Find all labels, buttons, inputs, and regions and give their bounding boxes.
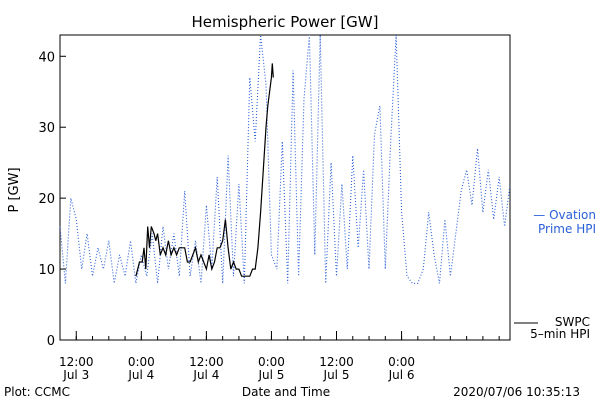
plot-timestamp: 2020/07/06 10:35:13 (453, 385, 580, 399)
x-tick-label-time: 0:00 (388, 355, 415, 369)
x-tick-label-time: 12:00 (59, 355, 94, 369)
series-line-ovation-prime-hpi (59, 34, 511, 284)
y-axis-label: P [GW] (7, 167, 22, 212)
y-tick-label: 20 (38, 192, 55, 207)
y-tick-label: 10 (38, 263, 55, 278)
legend-ovation-line2: Prime HPI (538, 222, 596, 236)
y-tick-label: 30 (38, 121, 55, 136)
y-tick-label: 40 (38, 50, 55, 65)
chart-title: Hemispheric Power [GW] (192, 13, 379, 31)
x-tick-label-date: Jul 3 (62, 368, 89, 382)
legend: — Ovation Prime HPI SWPC 5–min HPI (514, 208, 596, 341)
legend-swpc-line1: SWPC (555, 315, 590, 329)
legend-swpc-line2: 5–min HPI (530, 327, 590, 341)
plot-frame (59, 34, 511, 341)
x-tick-label-time: 12:00 (319, 355, 354, 369)
x-tick-label-date: Jul 5 (323, 368, 350, 382)
x-tick-label-date: Jul 6 (388, 368, 415, 382)
x-tick-label-time: 0:00 (128, 355, 155, 369)
x-tick-label-date: Jul 4 (127, 368, 154, 382)
y-ticks: 0 10 20 30 40 (38, 50, 66, 349)
x-axis-label: Date and Time (242, 385, 330, 399)
legend-ovation-line1: — Ovation (533, 208, 596, 222)
plot-credit: Plot: CCMC (4, 385, 70, 399)
x-tick-label-date: Jul 4 (192, 368, 219, 382)
series-line-swpc-5-min-hpi (135, 63, 274, 277)
x-tick-label-time: 12:00 (189, 355, 224, 369)
series-layer (59, 34, 511, 284)
x-tick-label-time: 0:00 (258, 355, 285, 369)
x-tick-label-date: Jul 5 (257, 368, 284, 382)
y-tick-label: 0 (47, 334, 55, 349)
